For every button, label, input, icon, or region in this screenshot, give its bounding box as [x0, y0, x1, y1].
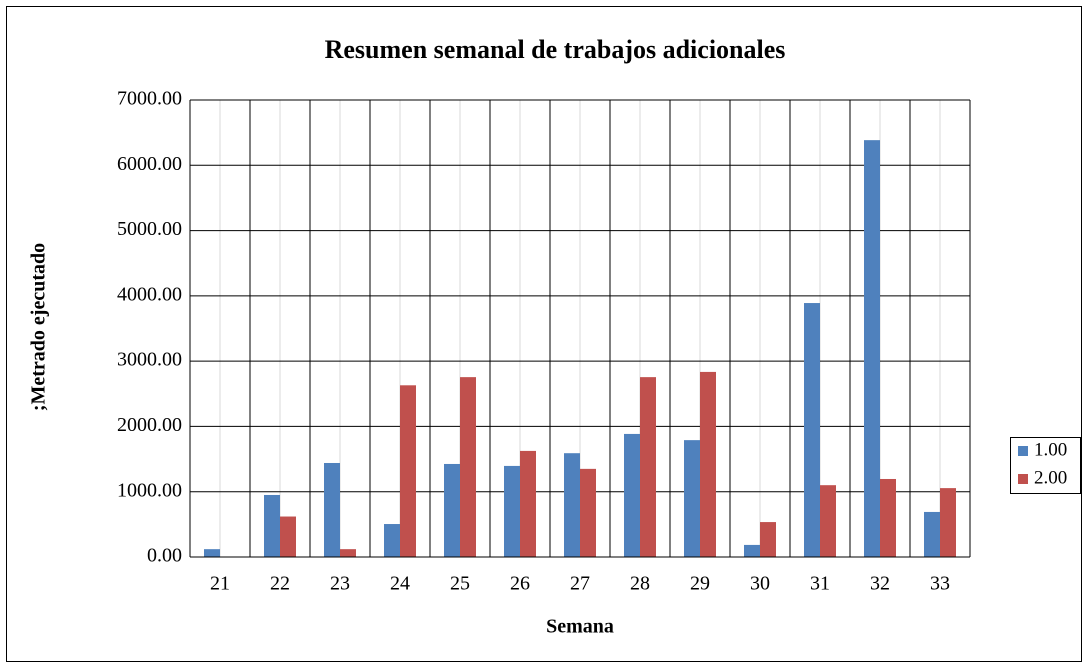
legend-label: 2.00 [1034, 467, 1067, 488]
x-tick-label: 27 [570, 573, 590, 595]
x-tick-label: 25 [450, 573, 470, 595]
x-tick-label: 28 [630, 573, 650, 595]
bar [324, 462, 340, 557]
x-tick-label: 29 [690, 573, 710, 595]
x-tick-label: 31 [810, 573, 830, 595]
bar [940, 488, 956, 557]
x-tick-label: 22 [270, 573, 290, 595]
y-tick-label: 4000.00 [117, 283, 182, 305]
x-tick-label: 24 [390, 573, 410, 595]
legend-swatch [1018, 474, 1028, 484]
bar [624, 433, 640, 557]
legend-swatch [1018, 446, 1028, 456]
bar [580, 468, 596, 557]
y-tick-label: 2000.00 [117, 414, 182, 436]
x-axis-title: Semana [546, 616, 614, 638]
chart-border [6, 6, 1082, 662]
y-tick-label: 5000.00 [117, 218, 182, 240]
bar [924, 511, 940, 557]
x-tick-label: 30 [750, 573, 770, 595]
bar [520, 450, 536, 557]
bar [700, 371, 716, 557]
chart-title: Resumen semanal de trabajos adicionales [325, 35, 786, 64]
bar [384, 524, 400, 557]
bar [744, 544, 760, 557]
bar [684, 440, 700, 557]
bar [880, 478, 896, 557]
bar [264, 494, 280, 557]
y-tick-label: 3000.00 [117, 349, 182, 371]
bar [340, 549, 356, 557]
x-tick-label: 32 [870, 573, 890, 595]
y-axis-title: ;Metrado ejecutado [28, 243, 50, 411]
bar [804, 303, 820, 557]
bar [564, 453, 580, 557]
bar [400, 385, 416, 557]
bar [760, 522, 776, 557]
x-tick-label: 26 [510, 573, 530, 595]
bar [504, 465, 520, 557]
bar [204, 549, 220, 557]
y-tick-label: 7000.00 [117, 88, 182, 110]
bar [864, 140, 880, 558]
bar [820, 485, 836, 557]
x-tick-label: 21 [210, 573, 230, 595]
bar [280, 516, 296, 557]
bar [444, 463, 460, 557]
x-tick-label: 23 [330, 573, 350, 595]
y-tick-label: 1000.00 [117, 479, 182, 501]
legend-label: 1.00 [1034, 439, 1067, 460]
x-tick-label: 33 [930, 573, 950, 595]
y-tick-label: 6000.00 [117, 153, 182, 175]
bar [640, 377, 656, 557]
bar [460, 377, 476, 557]
y-tick-label: 0.00 [147, 545, 182, 567]
